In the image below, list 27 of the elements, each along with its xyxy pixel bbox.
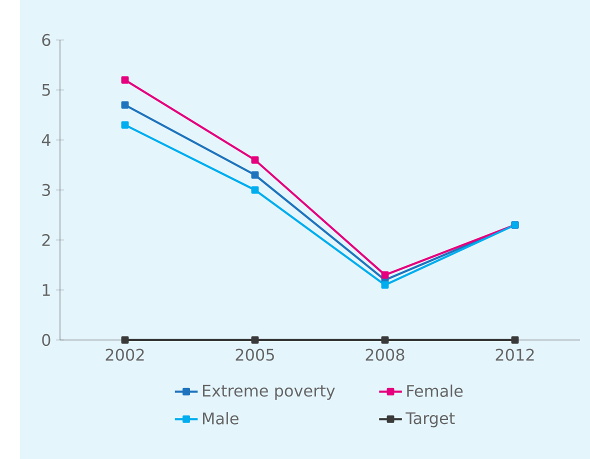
point — [511, 336, 519, 344]
legend-label: Target — [406, 412, 455, 428]
legend-label: Extreme poverty — [202, 384, 335, 400]
point — [121, 121, 129, 129]
point — [251, 336, 259, 344]
point — [381, 271, 389, 279]
y-tick-label: 3 — [42, 184, 50, 196]
legend-label: Male — [202, 412, 238, 424]
point — [251, 186, 259, 194]
x-tick-label: 2002 — [106, 348, 144, 361]
y-tick-label: 2 — [42, 234, 50, 246]
point — [121, 336, 129, 344]
y-tick-label: 1 — [42, 284, 50, 296]
point — [381, 336, 389, 344]
point — [121, 76, 129, 84]
point — [381, 281, 389, 289]
y-tick-label: 4 — [42, 134, 50, 146]
x-tick-label: 2008 — [366, 348, 404, 361]
x-tick-label: 2005 — [236, 348, 274, 361]
point — [251, 171, 259, 179]
x-tick-label: 2012 — [496, 348, 534, 361]
y-tick-label: 6 — [42, 34, 50, 46]
y-tick-label: 5 — [42, 84, 50, 96]
y-tick-label: 0 — [42, 334, 50, 346]
point — [121, 101, 129, 109]
point — [251, 156, 259, 164]
legend-label: Female — [407, 384, 463, 397]
